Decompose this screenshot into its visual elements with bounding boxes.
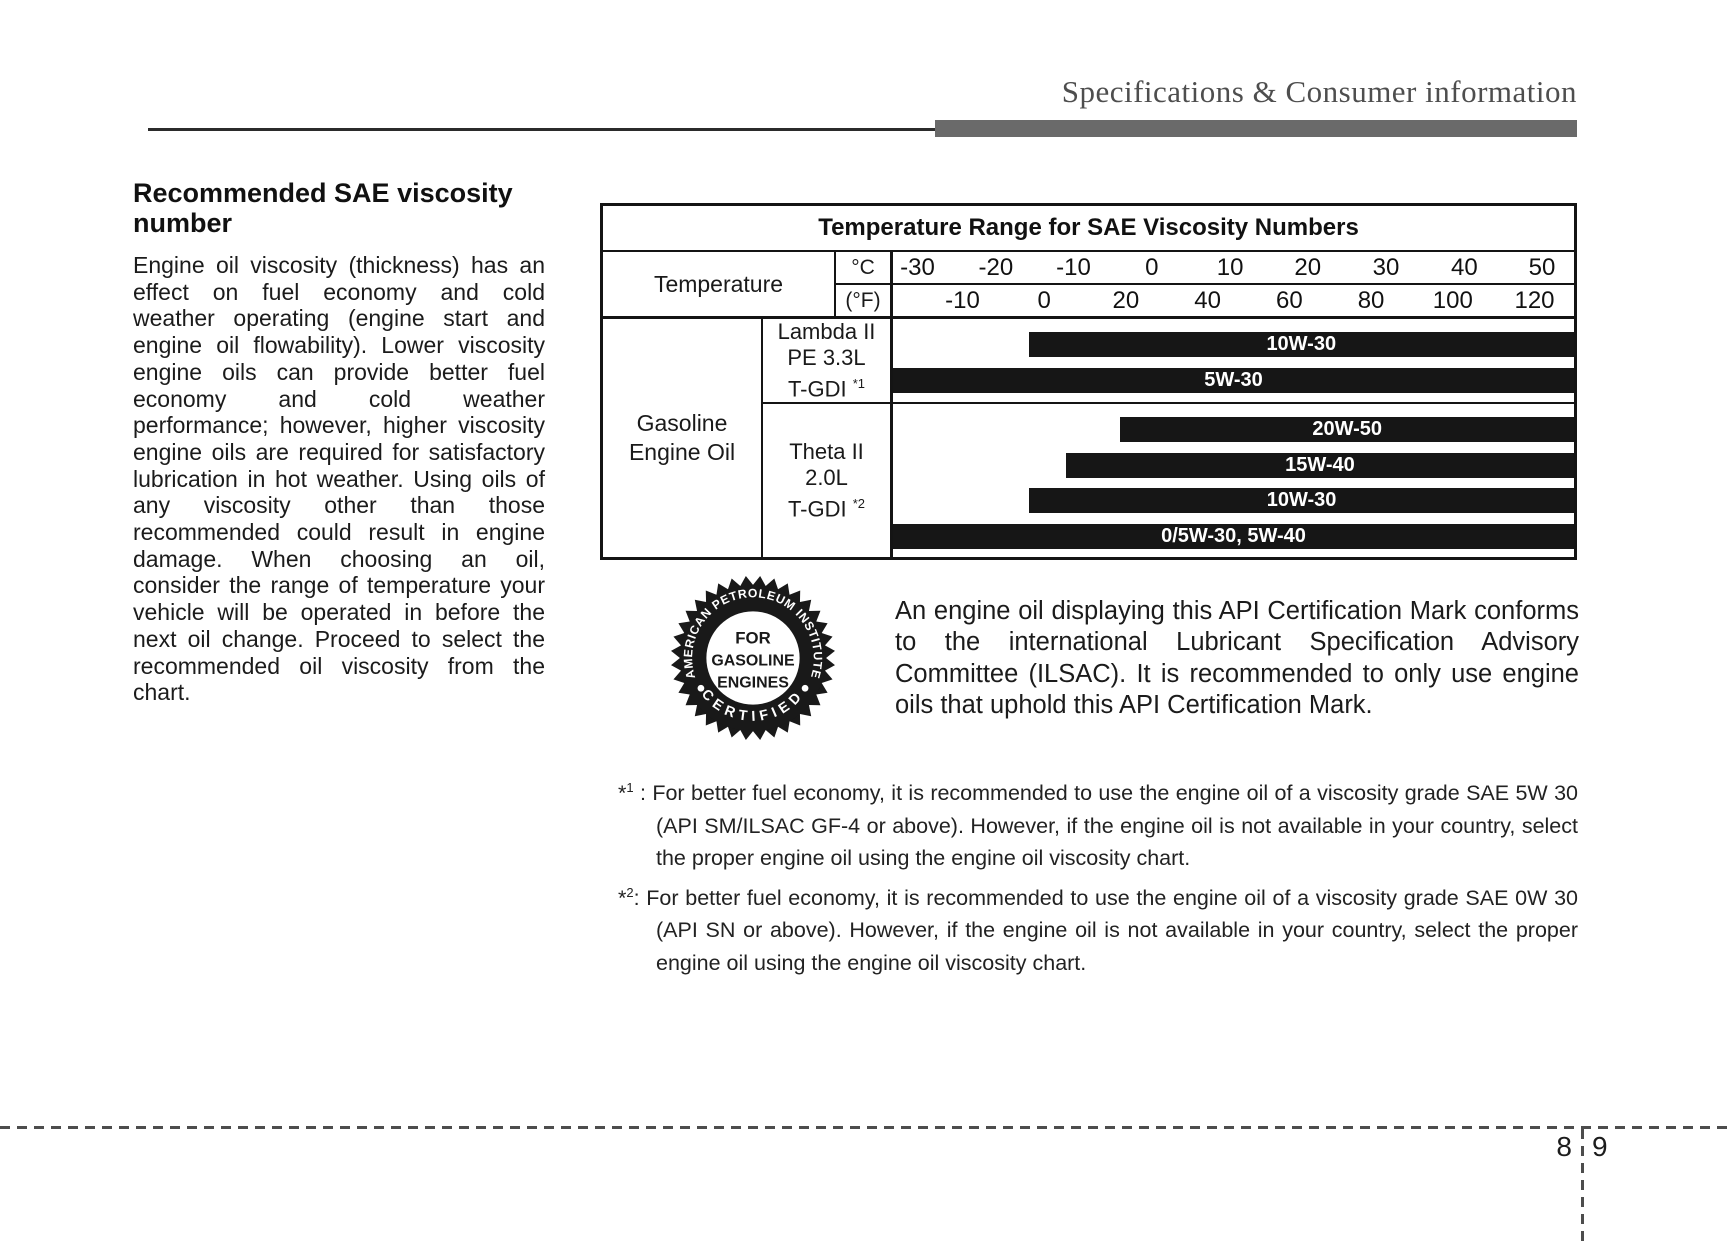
theta-engine-cell: Theta II 2.0L T-GDI *2 — [763, 404, 893, 557]
engine-name-line: 2.0L — [805, 464, 848, 490]
axis-tick: 120 — [1514, 286, 1555, 314]
temperature-row-header: Temperature — [603, 252, 836, 316]
table-body: Gasoline Engine Oil Lambda II PE 3.3L T-… — [603, 319, 1574, 557]
footer-dashed-rule — [0, 1126, 1731, 1129]
celsius-unit-label: °C — [836, 252, 890, 285]
table-title: Temperature Range for SAE Viscosity Numb… — [603, 206, 1574, 252]
left-column: Recommended SAE viscosity number Engine … — [133, 178, 545, 706]
section-heading: Recommended SAE viscosity number — [133, 178, 513, 238]
footer-dashed-divider — [1581, 1129, 1584, 1245]
footnote-text: For better fuel economy, it is recommend… — [652, 781, 1579, 871]
api-certification-seal-icon: AMERICAN PETROLEUM INSTITUTE CERTIFIED F… — [671, 576, 835, 740]
lambda-engine-cell: Lambda II PE 3.3L T-GDI *1 — [763, 319, 893, 402]
engine-name-line: Theta II — [789, 438, 864, 464]
axis-tick: 100 — [1432, 286, 1473, 314]
unit-cells: °C (°F) — [836, 252, 893, 316]
viscosity-table: Temperature Range for SAE Viscosity Numb… — [600, 203, 1577, 560]
celsius-tick-row: -30 -20 -10 0 10 20 30 40 50 — [893, 252, 1574, 285]
footnote-ref-2: *2 — [852, 495, 866, 511]
axis-tick: 0 — [1037, 286, 1051, 314]
axis-tick: 10 — [1216, 253, 1244, 281]
viscosity-bar: 15W-40 — [1065, 452, 1574, 478]
footnote-2: *2: For better fuel economy, it is recom… — [618, 884, 1579, 975]
engine-name-line: T-GDI *1 — [787, 375, 866, 402]
footnotes: *1 : For better fuel economy, it is reco… — [618, 772, 1578, 981]
footnote-1: *1 : For better fuel economy, it is reco… — [618, 780, 1579, 871]
viscosity-bar: 10W-30 — [1028, 332, 1574, 357]
axis-tick: 80 — [1357, 286, 1385, 314]
lambda-bar-area: 10W-30 5W-30 — [893, 319, 1574, 402]
viscosity-bar: 20W-50 — [1120, 417, 1574, 442]
axis-tick: 0 — [1145, 253, 1159, 281]
section-body-text: Engine oil viscosity (thickness) has an … — [133, 252, 545, 706]
header-rule-thin — [148, 128, 935, 131]
theta-bar-area: 20W-50 15W-40 10W-30 0/5W-30, 5W-40 — [893, 404, 1574, 557]
engine-group-cell: Gasoline Engine Oil — [603, 319, 763, 557]
fahrenheit-unit-label: (°F) — [845, 288, 881, 312]
theta-section: Theta II 2.0L T-GDI *2 20W-50 15W-40 10W-3… — [763, 404, 1574, 557]
seal-center-line2: GASOLINE — [711, 653, 794, 670]
footnote-marker: *1 — [618, 780, 634, 806]
engine-name-line: Lambda II — [777, 318, 876, 344]
footnote-text: For better fuel economy, it is recommend… — [646, 885, 1579, 975]
axis-tick: 30 — [1372, 253, 1400, 281]
viscosity-bar: 10W-30 — [1029, 488, 1574, 513]
fahrenheit-tick-row: -10 0 20 40 60 80 100 120 — [893, 285, 1574, 316]
header-rule-bar — [935, 120, 1577, 137]
seal-center-line3: ENGINES — [717, 674, 789, 691]
api-certification-paragraph: An engine oil displaying this API Certif… — [895, 596, 1579, 720]
seal-inner-disc — [706, 611, 800, 705]
engine-sections: Lambda II PE 3.3L T-GDI *1 10W-30 5W-30 T… — [763, 319, 1574, 557]
lambda-section: Lambda II PE 3.3L T-GDI *1 10W-30 5W-30 — [763, 319, 1574, 404]
seal-dot-left — [697, 684, 705, 692]
page-header-title: Specifications & Consumer information — [1061, 74, 1577, 109]
temperature-scale: -30 -20 -10 0 10 20 30 40 50 -10 0 20 40 60 80 100 120 — [893, 252, 1574, 316]
page-number-right: 9 — [1592, 1131, 1608, 1162]
engine-name-line: PE 3.3L — [787, 344, 866, 370]
axis-tick: 20 — [1294, 253, 1322, 281]
axis-tick: 50 — [1528, 253, 1556, 281]
engine-name-line: T-GDI *2 — [787, 495, 866, 522]
axis-tick: 40 — [1450, 253, 1478, 281]
viscosity-bar: 0/5W-30, 5W-40 — [893, 523, 1574, 549]
axis-tick: -30 — [900, 253, 935, 281]
seal-center-line1: FOR — [735, 629, 770, 648]
page-number-left: 8 — [1556, 1131, 1572, 1162]
axis-tick: 40 — [1194, 286, 1221, 314]
table-header: Temperature °C (°F) -30 -20 -10 0 10 20 30 40 50… — [603, 252, 1574, 319]
viscosity-bar: 5W-30 — [893, 367, 1574, 393]
axis-tick: -20 — [978, 253, 1014, 281]
seal-dot-right — [801, 684, 809, 692]
axis-tick: -10 — [945, 286, 980, 314]
axis-tick: 20 — [1112, 286, 1140, 314]
axis-tick: 60 — [1275, 286, 1303, 314]
axis-tick: -10 — [1056, 253, 1091, 281]
footnote-marker: *2 — [618, 884, 634, 910]
footnote-ref-1: *1 — [852, 375, 866, 391]
